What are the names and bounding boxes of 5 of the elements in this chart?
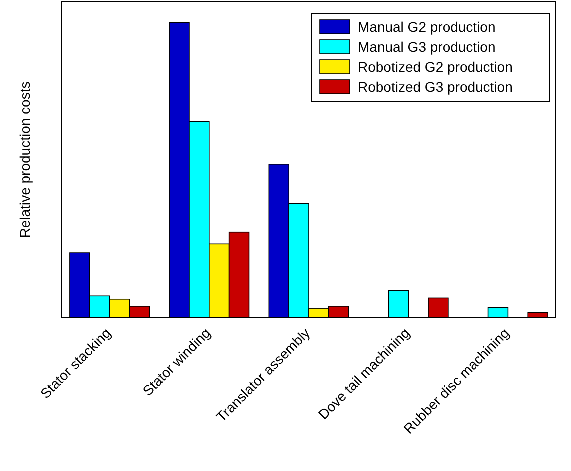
legend-label: Robotized G3 production [358, 79, 513, 95]
legend-label: Manual G2 production [358, 19, 496, 35]
legend-label: Manual G3 production [358, 39, 496, 55]
legend-label: Robotized G2 production [358, 59, 513, 75]
y-axis-title: Relative production costs [17, 82, 33, 238]
